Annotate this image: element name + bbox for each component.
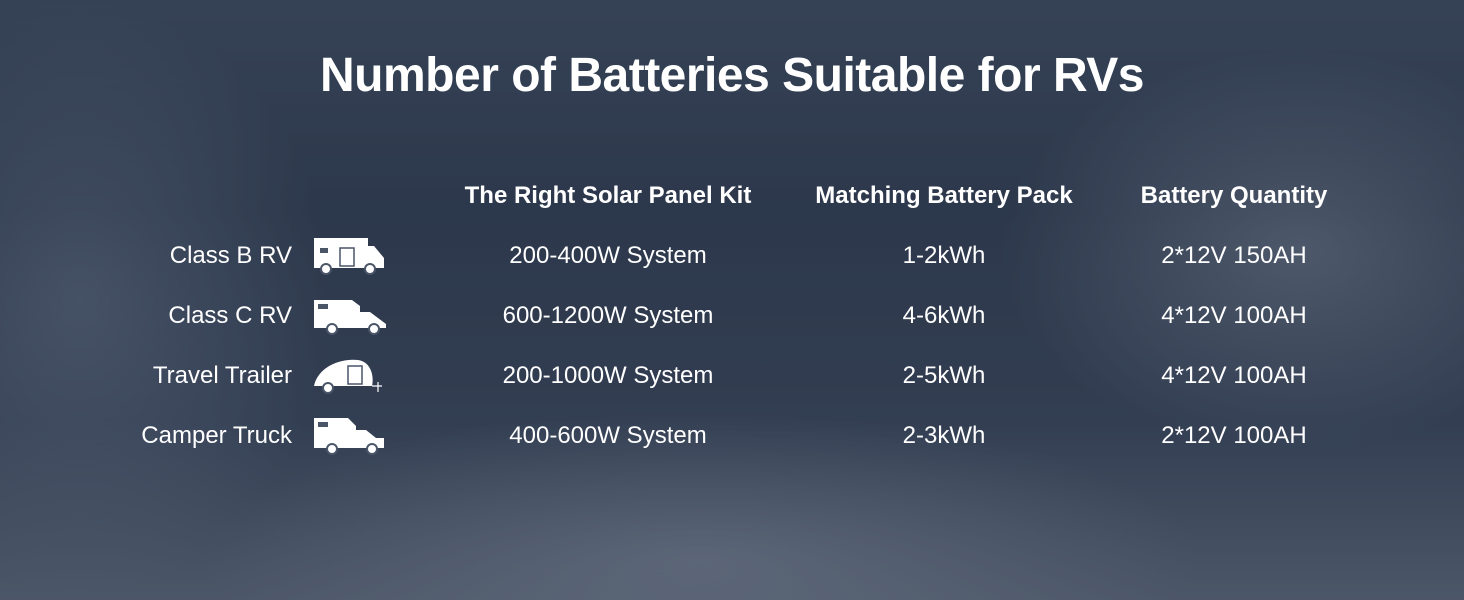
class-c-rv-icon: [314, 300, 386, 335]
battery-pack-value: 2-5kWh: [902, 362, 986, 389]
battery-pack-value: 4-6kWh: [902, 302, 986, 329]
battery-quantity-value: 2*12V 100AH: [1161, 422, 1307, 449]
header-solar-kit: The Right Solar Panel Kit: [464, 182, 752, 209]
row-label-travel-trailer: Travel Trailer: [152, 362, 292, 389]
row-label-camper-truck: Camper Truck: [141, 422, 292, 449]
travel-trailer-icon: [314, 359, 382, 394]
camper-truck-icon: [314, 418, 384, 455]
solar-kit-value: 200-400W System: [509, 242, 707, 269]
class-b-rv-icon: [314, 238, 384, 275]
row-label-class-c: Class C RV: [168, 302, 292, 329]
battery-quantity-value: 2*12V 150AH: [1161, 242, 1307, 269]
solar-kit-value: 400-600W System: [509, 422, 707, 449]
solar-kit-value: 600-1200W System: [502, 302, 714, 329]
battery-pack-value: 1-2kWh: [902, 242, 986, 269]
solar-kit-value: 200-1000W System: [502, 362, 714, 389]
battery-quantity-value: 4*12V 100AH: [1161, 362, 1307, 389]
battery-pack-value: 2-3kWh: [902, 422, 986, 449]
battery-quantity-value: 4*12V 100AH: [1161, 302, 1307, 329]
header-battery-pack: Matching Battery Pack: [815, 182, 1073, 209]
page-title: Number of Batteries Suitable for RVs: [320, 49, 1144, 102]
header-battery-quantity: Battery Quantity: [1140, 182, 1328, 209]
row-label-class-b: Class B RV: [169, 242, 292, 269]
